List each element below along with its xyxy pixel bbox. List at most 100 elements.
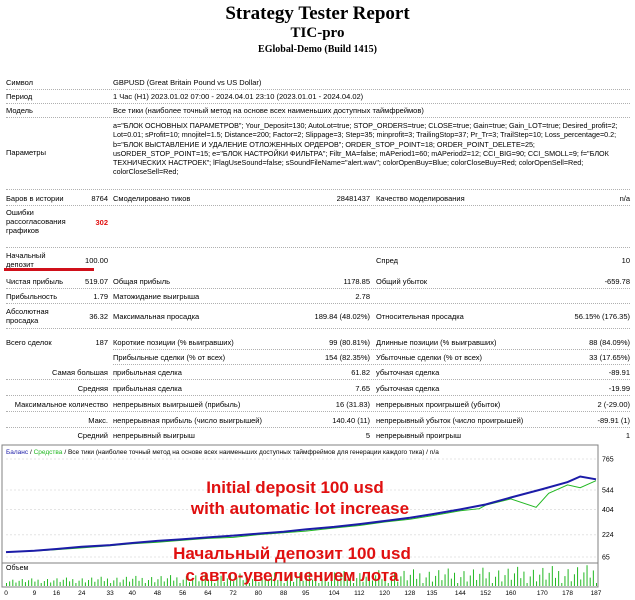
x-tick-label: 88 (280, 590, 288, 597)
volume-bar (536, 581, 538, 586)
volume-bar (539, 574, 541, 586)
volume-bar (346, 579, 348, 586)
symbol-value: GBPUSD (Great Britain Pound vs US Dollar… (113, 78, 262, 87)
cons-profit-value: 140.40 (11) (332, 416, 370, 425)
profit-factor-label: Прибыльность (6, 292, 58, 301)
volume-bar (242, 580, 244, 586)
row-divider (6, 327, 630, 329)
balance-series-line (5, 475, 597, 554)
volume-bar (450, 578, 452, 586)
x-tick-label: 0 (4, 590, 8, 597)
period-value: 1 Час (H1) 2023.01.02 07:00 - 2024.04.01… (113, 92, 364, 101)
volume-bar (192, 578, 194, 586)
max-count-label: Максимальное количество (14, 400, 108, 409)
payoff-label: Матожидание выигрыша (113, 292, 200, 301)
volume-bar (353, 583, 355, 586)
volume-bar (495, 576, 497, 586)
avg-losses-label: непрерывный проигрыш (376, 431, 461, 440)
volume-bar (207, 580, 209, 586)
period-label: Период (6, 92, 33, 101)
bars-value: 8764 (91, 194, 108, 203)
avg-loss-label: убыточная сделка (376, 384, 440, 393)
volume-bar (116, 577, 118, 586)
x-tick-label: 48 (154, 590, 162, 597)
largest-profit-value: 61.82 (351, 368, 370, 377)
maximal-label: Макс. (88, 416, 108, 425)
volume-bar (498, 570, 500, 586)
model-label: Модель (6, 106, 33, 115)
average-label: Средняя (77, 384, 108, 393)
x-tick-label: 178 (562, 590, 573, 597)
row-divider (113, 363, 630, 365)
abs-drawdown-value: 36.32 (89, 312, 108, 321)
volume-bar (176, 577, 178, 586)
volume-bar (343, 570, 345, 586)
volume-bar (258, 582, 260, 586)
payoff-value: 2.78 (355, 292, 370, 301)
volume-bar (91, 577, 93, 586)
volume-bar (100, 576, 102, 586)
volume-bar (296, 577, 298, 586)
volume-bar (564, 576, 566, 586)
volume-bar (520, 578, 522, 586)
volume-bar (397, 581, 399, 586)
volume-bar (110, 583, 112, 586)
volume-bar (299, 573, 301, 586)
expert-name: TIC-pro (290, 25, 345, 41)
net-profit-value: 519.07 (85, 277, 108, 286)
x-tick-label: 144 (455, 590, 466, 597)
gross-loss-value: -659.78 (604, 277, 630, 286)
deposit-highlight-underline (4, 268, 94, 271)
volume-bar (53, 580, 55, 586)
volume-bar (324, 573, 326, 586)
volume-bar (327, 581, 329, 586)
volume-bar (378, 570, 380, 586)
volume-bar (233, 581, 235, 586)
volume-bar (217, 579, 219, 586)
volume-bar (157, 579, 159, 586)
volume-bar (188, 582, 190, 586)
volume-bar (69, 581, 71, 586)
annotation-ru-line2: с авто-увеличением лота (185, 566, 399, 585)
abs-drawdown-label: Абсолютная просадка (6, 307, 49, 325)
x-tick-label: 40 (129, 590, 137, 597)
volume-bar (365, 576, 367, 586)
cons-profit-label: непрерывная прибыль (число выигрышей) (113, 416, 262, 425)
volume-bar (356, 578, 358, 586)
long-positions-value: 88 (84.09%) (589, 338, 630, 347)
volume-bar (198, 581, 200, 586)
volume-bar (62, 579, 64, 586)
volume-bar (330, 577, 332, 586)
volume-bar (302, 580, 304, 586)
volume-bar (476, 579, 478, 586)
volume-bar (103, 581, 105, 586)
max-drawdown-value: 189.84 (48.02%) (314, 312, 370, 321)
volume-bar (261, 577, 263, 586)
x-tick-label: 95 (302, 590, 310, 597)
volume-bar (230, 574, 232, 586)
x-tick-label: 120 (379, 590, 390, 597)
model-value: Все тики (наиболее точный метод на основ… (113, 106, 424, 115)
volume-bar (375, 575, 377, 586)
x-tick-label: 16 (53, 590, 61, 597)
volume-bar (529, 576, 531, 586)
volume-bar (403, 570, 405, 586)
volume-bar (267, 580, 269, 586)
x-tick-label: 187 (591, 590, 602, 597)
volume-bar (312, 579, 314, 586)
volume-bar (18, 580, 20, 586)
volume-bar (135, 575, 137, 586)
row-divider (6, 426, 630, 428)
cons-loss-value: -89.91 (1) (597, 416, 630, 425)
y-axis-labels: 765 544 404 224 65 (602, 457, 614, 562)
volume-bar (122, 579, 124, 586)
volume-bar (504, 575, 506, 586)
volume-bar (435, 575, 437, 586)
volume-bar (554, 577, 556, 586)
volume-bar (119, 582, 121, 586)
row-divider (113, 348, 630, 350)
volume-bar (359, 573, 361, 586)
volume-bar (469, 575, 471, 586)
cons-wins-label: непрерывных выигрышей (прибыль) (113, 400, 241, 409)
rel-drawdown-value: 56.15% (176.35) (574, 312, 630, 321)
